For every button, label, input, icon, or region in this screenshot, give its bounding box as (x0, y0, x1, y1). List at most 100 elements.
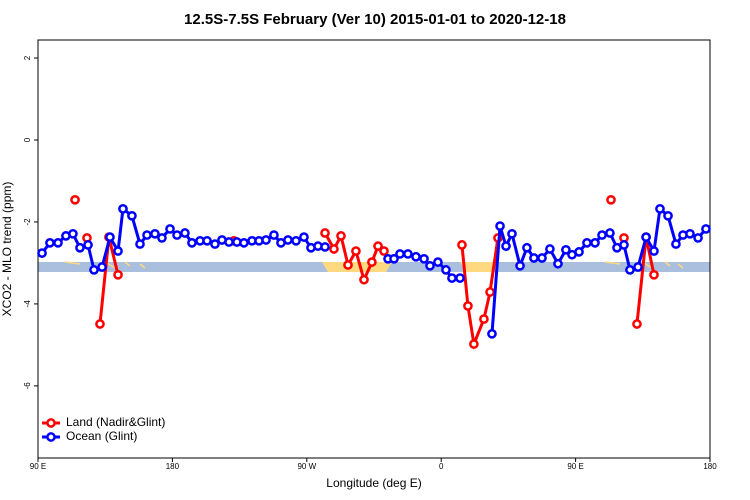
legend-marker (46, 418, 56, 428)
data-point (320, 228, 330, 238)
data-point (537, 253, 547, 263)
data-point (351, 246, 361, 256)
plot-frame (37, 39, 711, 459)
data-point (113, 246, 123, 256)
data-point (641, 232, 651, 242)
data-point (507, 228, 517, 239)
data-point (632, 319, 642, 329)
x-tick-label: 180 (166, 462, 180, 471)
chart-title: 12.5S-7.5S February (Ver 10) 2015-01-01 … (184, 11, 566, 28)
data-point (501, 241, 511, 251)
legend-label: Land (Nadir&Glint) (66, 415, 165, 429)
data-point (485, 287, 495, 297)
data-point (89, 265, 99, 275)
series-line (323, 231, 385, 285)
y-tick-label: -4 (23, 300, 32, 308)
data-point (157, 233, 167, 243)
data-point (447, 273, 457, 283)
data-point (597, 230, 607, 240)
data-point (649, 269, 659, 280)
data-point (487, 328, 497, 339)
data-point (590, 238, 600, 248)
data-point (433, 257, 443, 267)
x-tick-label: 180 (703, 462, 717, 471)
data-point (561, 244, 571, 255)
data-point (95, 319, 105, 329)
data-point (606, 194, 616, 205)
data-point (663, 210, 673, 221)
data-point (553, 258, 563, 269)
data-point (625, 265, 635, 275)
data-point (425, 260, 435, 271)
data-point (165, 224, 175, 234)
y-axis-label: XCO2 - MLO trend (ppm) (0, 182, 14, 317)
series-line (460, 237, 500, 350)
data-point (685, 228, 695, 239)
data-point (359, 274, 369, 285)
data-point (113, 269, 123, 280)
legend-marker (46, 432, 56, 442)
data-point (105, 232, 115, 242)
x-tick-label: 90 W (297, 462, 316, 471)
data-point (45, 238, 55, 248)
data-point (649, 246, 659, 256)
data-point (68, 228, 78, 239)
data-point (671, 239, 681, 249)
data-point (633, 262, 643, 272)
data-point (367, 257, 377, 267)
data-point (329, 244, 339, 254)
data-point (127, 210, 137, 221)
x-tick-label: 0 (439, 462, 444, 471)
x-axis-label: Longitude (deg E) (326, 476, 421, 490)
data-point (529, 253, 539, 263)
data-point (142, 230, 152, 240)
data-point (150, 228, 160, 239)
y-tick-label: -6 (23, 382, 32, 390)
data-point (419, 253, 429, 264)
data-point (455, 273, 465, 283)
data-point (75, 242, 85, 253)
data-point (118, 203, 128, 214)
data-point (379, 246, 389, 256)
data-point (693, 233, 703, 243)
data-point (97, 262, 107, 272)
data-point (522, 242, 532, 253)
data-point (395, 249, 405, 259)
data-point (574, 247, 584, 257)
data-point (202, 235, 212, 246)
data-point (582, 238, 592, 248)
data-point (70, 194, 80, 205)
data-point (441, 265, 451, 275)
data-point (283, 235, 293, 245)
data-point (343, 260, 353, 270)
x-tick-label: 90 E (30, 462, 46, 471)
data-point (37, 248, 47, 258)
data-point (320, 242, 330, 252)
data-point (291, 235, 301, 246)
data-point (224, 237, 234, 247)
data-point (261, 235, 271, 245)
data-point (172, 230, 182, 240)
data-point (135, 239, 145, 249)
data-point (53, 238, 63, 248)
data-point (619, 240, 629, 250)
data-point (515, 260, 525, 271)
y-tick-label: 2 (23, 55, 32, 60)
data-point (605, 228, 615, 238)
data-point (299, 232, 309, 242)
y-tick-label: -2 (23, 218, 32, 226)
data-point (210, 239, 220, 249)
data-point (239, 238, 249, 248)
data-point (336, 231, 346, 241)
data-point (655, 203, 665, 214)
data-point (373, 241, 383, 251)
data-point (187, 238, 197, 248)
data-point (411, 251, 421, 262)
y-tick-label: 0 (23, 137, 32, 142)
data-point (479, 314, 489, 324)
data-point (463, 301, 473, 311)
data-point (403, 249, 413, 259)
x-tick-label: 90 E (567, 462, 583, 471)
legend: Land (Nadir&Glint)Ocean (Glint) (42, 415, 165, 443)
